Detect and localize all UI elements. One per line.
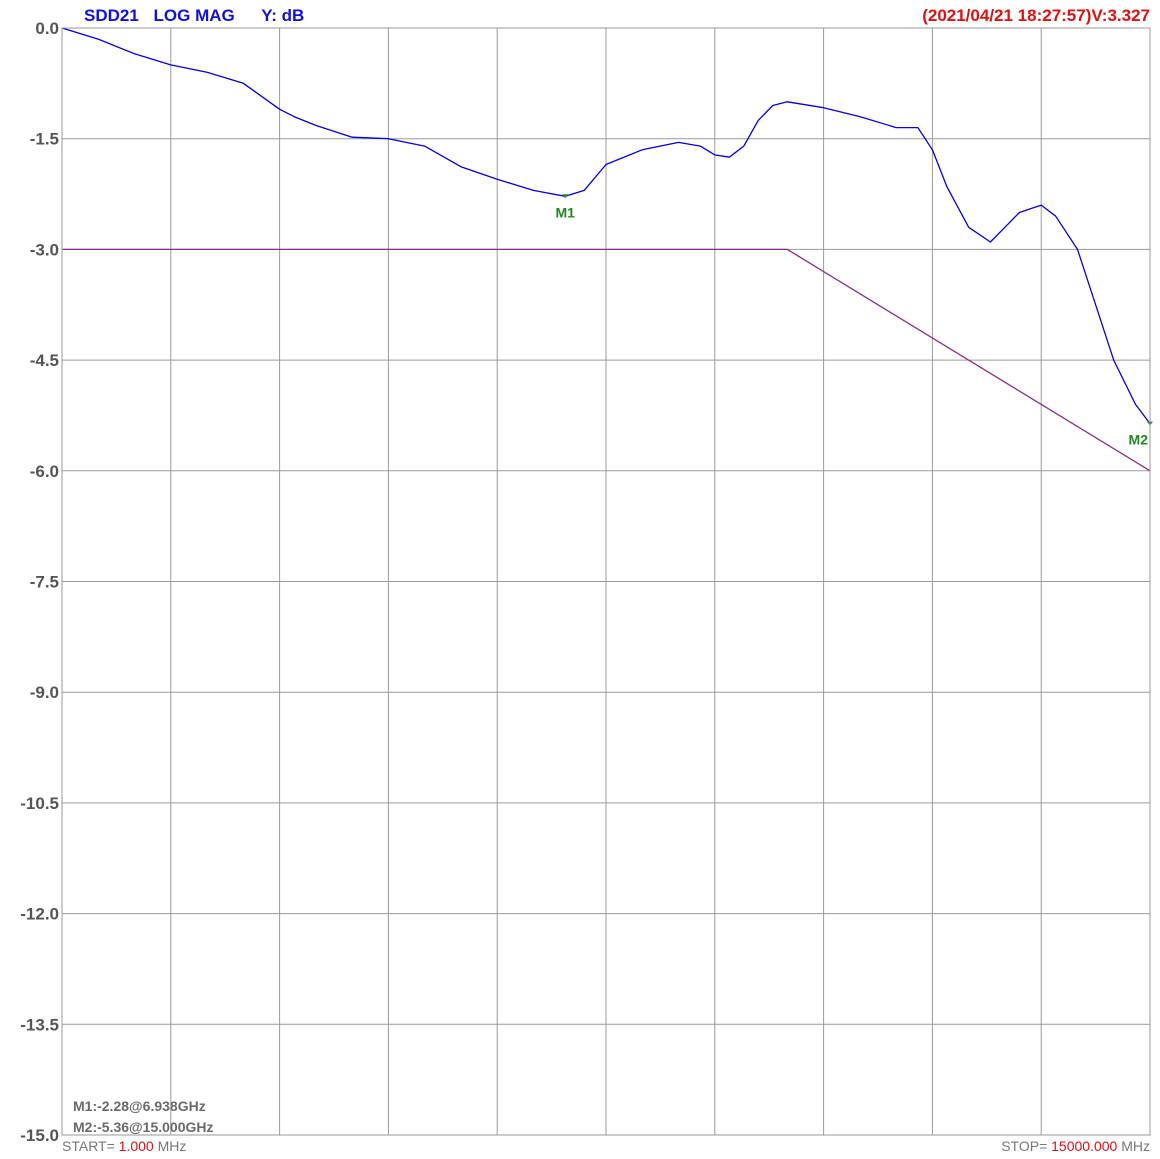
marker-label-m1: M1 [555,204,575,220]
y-tick-label: -12.0 [20,905,59,924]
chart-header-trace-info: SDD21 LOG MAG Y: dB [84,6,304,25]
y-axis-ticks: 0.0 -1.5 -3.0 -4.5 -6.0 -7.5 -9.0 -10.5 -12.0 -13… [20,19,59,1145]
y-tick-label: -4.5 [30,351,59,370]
start-frequency: START= 1.000 MHz [62,1138,186,1154]
y-tick-label: -6.0 [30,462,59,481]
plot-frame [61,27,1151,1136]
chart-header-status: (2021/04/21 18:27:57)V:3.327 [922,6,1150,25]
y-tick-label: -7.5 [30,573,59,592]
start-label: START= [62,1138,115,1154]
y-tick-label: 0.0 [35,19,59,38]
stop-label: STOP= [1001,1138,1047,1154]
y-tick-label: -15.0 [20,1126,59,1145]
marker-readout-m2: M2:-5.36@15.000GHz [73,1119,214,1135]
limit-line [62,248,1151,472]
stop-frequency: STOP= 15000.000 MHz [1001,1138,1150,1154]
trace-name: SDD21 [84,6,139,25]
chart-grid [62,28,1150,1135]
y-tick-label: -3.0 [30,240,59,259]
start-value: 1.000 [119,1138,154,1154]
trace-format: LOG MAG [154,6,235,25]
trace-line-sdd21 [61,27,1151,424]
y-unit-label: Y: dB [261,6,304,25]
start-unit: MHz [158,1138,187,1154]
chart-markers: M1 M2 [555,194,1153,448]
marker-readout-m1: M1:-2.28@6.938GHz [73,1098,206,1114]
y-tick-label: -9.0 [30,683,59,702]
marker-point-m1 [562,194,569,199]
y-tick-label: -13.5 [20,1015,59,1034]
y-tick-label: -10.5 [20,794,59,813]
marker-label-m2: M2 [1129,432,1149,448]
y-tick-label: -1.5 [30,130,59,149]
stop-value: 15000.000 [1051,1138,1117,1154]
stop-unit: MHz [1121,1138,1150,1154]
chart-traces [61,27,1151,472]
